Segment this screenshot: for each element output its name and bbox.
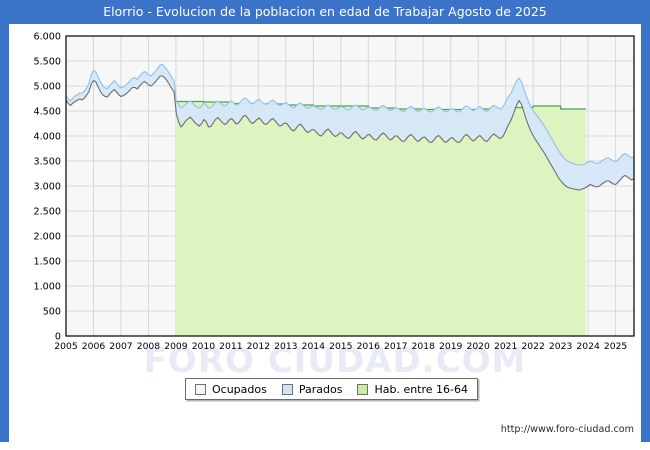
- page-title: Elorrio - Evolucion de la poblacion en e…: [0, 0, 650, 24]
- x-tick-label: 2018: [412, 341, 436, 352]
- y-tick-label: 0: [55, 331, 61, 342]
- legend-label-parados: Parados: [298, 382, 343, 396]
- x-tick-label: 2016: [357, 341, 381, 352]
- legend-item-habitantes[interactable]: Hab. entre 16-64: [357, 383, 468, 396]
- y-tick-label: 5.500: [34, 56, 61, 67]
- x-tick-label: 2020: [466, 341, 490, 352]
- x-tick-label: 2015: [329, 341, 353, 352]
- legend-swatch-parados: [281, 383, 293, 395]
- x-tick-label: 2024: [576, 341, 600, 352]
- chart-axes: [65, 35, 635, 337]
- y-axis-tick-labels: 0 500 1.000 1.500 2.000 2.500 3.000 3.500 4.000 4…: [34, 31, 61, 342]
- x-tick-label: 2025: [604, 341, 628, 352]
- window-frame-left: [0, 0, 9, 450]
- x-tick-label: 2008: [137, 341, 161, 352]
- y-tick-label: 3.000: [34, 181, 61, 192]
- watermark: FORO CIUDAD.COM: [144, 341, 527, 381]
- x-tick-label: 2019: [439, 341, 463, 352]
- y-tick-label: 3.500: [34, 156, 61, 167]
- y-tick-label: 4.500: [34, 106, 61, 117]
- legend-label-ocupados: Ocupados: [212, 382, 267, 396]
- window-frame-bottom: [0, 442, 650, 450]
- x-tick-label: 2006: [82, 341, 106, 352]
- x-tick-label: 2007: [109, 341, 133, 352]
- x-tick-label: 2022: [521, 341, 544, 352]
- y-tick-label: 1.000: [34, 281, 61, 292]
- x-tick-label: 2023: [549, 341, 573, 352]
- y-tick-label: 6.000: [34, 31, 61, 42]
- legend-swatch-ocupados: [195, 383, 206, 395]
- x-tick-label: 2021: [494, 341, 517, 352]
- y-tick-label: 2.000: [34, 231, 61, 242]
- x-tick-label: 2014: [302, 341, 326, 352]
- x-tick-label: 2010: [192, 341, 216, 352]
- y-tick-label: 1.500: [34, 256, 61, 267]
- legend-item-parados[interactable]: Parados: [281, 382, 343, 396]
- x-tick-label: 2009: [164, 341, 188, 352]
- x-tick-label: 2011: [219, 341, 242, 352]
- x-axis-tick-labels: 2005 2006 2007 2008 2009 2010 2011 2012 2013 2014…: [54, 341, 627, 352]
- x-tick-label: 2005: [54, 341, 78, 352]
- y-tick-label: 500: [43, 306, 61, 317]
- legend-label-habitantes: Hab. entre 16-64: [374, 382, 469, 396]
- legend-swatch-habitantes: [357, 383, 369, 395]
- chart-series-layer: [65, 63, 635, 336]
- x-tick-label: 2013: [274, 341, 298, 352]
- svg-text:FORO CIUDAD.COM: FORO CIUDAD.COM: [144, 341, 527, 381]
- legend-item-ocupados[interactable]: Ocupados: [195, 383, 267, 396]
- source-url[interactable]: http://www.foro-ciudad.com: [500, 424, 634, 435]
- x-tick-label: 2017: [384, 341, 408, 352]
- x-tick-label: 2012: [247, 341, 270, 352]
- chart-legend: Ocupados Parados Hab. entre 16-64: [185, 378, 479, 400]
- y-tick-label: 2.500: [34, 206, 61, 217]
- window-frame-right: [641, 0, 650, 450]
- y-tick-label: 5.000: [34, 81, 61, 92]
- y-tick-label: 4.000: [34, 131, 61, 142]
